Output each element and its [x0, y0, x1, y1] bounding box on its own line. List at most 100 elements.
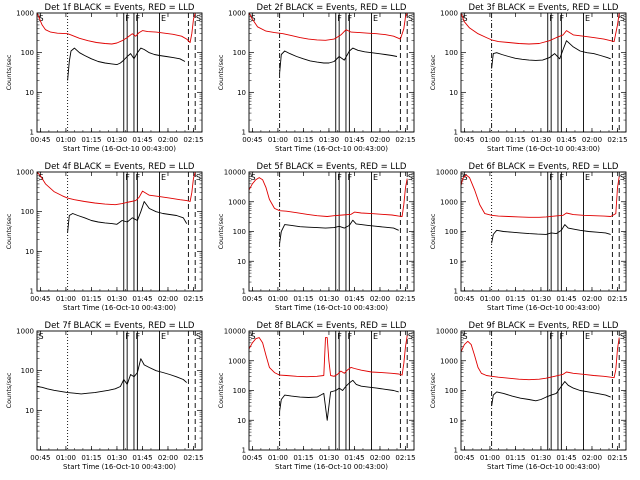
lld-series-line — [461, 174, 620, 218]
end-marker-label: E — [161, 332, 166, 341]
events-series-line — [279, 379, 399, 421]
x-tick-label: 01:30 — [107, 295, 127, 303]
x-tick-label: 01:30 — [107, 454, 127, 462]
x-tick-label: 01:15 — [505, 295, 525, 303]
y-tick-label: 10 — [237, 89, 246, 97]
chart-panel-3: Det 3f BLACK = Events, RED = LLD Counts/s… — [429, 3, 628, 153]
events-series-line — [37, 358, 188, 395]
y-axis-label: Counts/sec — [217, 54, 225, 90]
y-tick-label: 10 — [449, 417, 458, 425]
y-tick-label: 10 — [25, 407, 34, 415]
x-axis-label: Start Time (16-Oct-10 00:43:00) — [63, 304, 176, 312]
y-tick-label: 1000 — [440, 357, 458, 365]
y-tick-label: 100 — [445, 387, 458, 395]
flare-marker-label: F — [135, 14, 140, 23]
x-tick-label: 01:15 — [293, 454, 313, 462]
x-tick-label: 02:15 — [607, 454, 627, 462]
start-marker-label: S — [251, 173, 256, 182]
y-axis-label: Counts/sec — [5, 372, 13, 408]
x-tick-label: 02:15 — [395, 136, 415, 144]
x-tick-label: 00:45 — [454, 454, 474, 462]
y-tick-label: 1000 — [228, 10, 246, 18]
x-tick-label: 01:30 — [531, 136, 551, 144]
chart-panel-4: Det 4f BLACK = Events, RED = LLD Counts/s… — [5, 162, 204, 312]
lld-series-line — [249, 335, 408, 378]
x-tick-label: 02:00 — [582, 136, 602, 144]
y-tick-label: 10000 — [224, 169, 246, 177]
x-axis-label: Start Time (16-Oct-10 00:43:00) — [275, 463, 388, 471]
chart-title: Det 2f BLACK = Events, RED = LLD — [257, 3, 407, 13]
start-marker-label: S — [39, 332, 44, 341]
y-tick-label: 100 — [21, 208, 34, 216]
series-group — [37, 172, 196, 233]
flare-marker-label: F — [347, 332, 352, 341]
second-start-marker-label: S — [196, 332, 201, 341]
x-tick-label: 02:15 — [395, 295, 415, 303]
end-marker-label: E — [585, 332, 590, 341]
x-tick-label: 01:45 — [556, 454, 576, 462]
y-tick-label: 10 — [25, 248, 34, 256]
x-tick-label: 01:30 — [319, 136, 339, 144]
x-tick-label: 00:45 — [30, 454, 50, 462]
series-group — [249, 13, 408, 74]
x-tick-label: 02:00 — [582, 295, 602, 303]
chart-title: Det 1f BLACK = Events, RED = LLD — [45, 3, 195, 13]
flare-marker-label: F — [549, 14, 554, 23]
second-start-marker-label: S — [620, 332, 625, 341]
x-tick-label: 02:00 — [582, 454, 602, 462]
x-tick-label: 01:30 — [531, 454, 551, 462]
x-tick-label: 01:30 — [107, 136, 127, 144]
chart-panel-8: Det 8f BLACK = Events, RED = LLD Counts/s… — [217, 321, 416, 471]
second-start-marker-label: S — [620, 173, 625, 182]
x-tick-label: 01:45 — [132, 136, 152, 144]
chart-panel-2: Det 2f BLACK = Events, RED = LLD Counts/s… — [217, 3, 416, 153]
flare-marker-label: F — [337, 173, 342, 182]
x-tick-label: 02:15 — [183, 136, 203, 144]
x-tick-label: 01:45 — [132, 454, 152, 462]
x-tick-label: 01:15 — [505, 454, 525, 462]
x-tick-label: 00:45 — [242, 136, 262, 144]
x-tick-label: 01:30 — [319, 295, 339, 303]
flare-marker-label: F — [135, 332, 140, 341]
flare-marker-label: F — [125, 14, 130, 23]
series-group — [461, 337, 620, 407]
lld-series-line — [37, 13, 196, 45]
plot-frame — [248, 171, 415, 292]
x-tick-label: 01:15 — [81, 295, 101, 303]
x-axis-label: Start Time (16-Oct-10 00:43:00) — [63, 145, 176, 153]
x-axis-label: Start Time (16-Oct-10 00:43:00) — [63, 463, 176, 471]
x-tick-label: 01:30 — [319, 454, 339, 462]
x-tick-label: 00:45 — [242, 454, 262, 462]
x-tick-label: 01:15 — [293, 295, 313, 303]
end-marker-label: E — [373, 173, 378, 182]
chart-panel-1: Det 1f BLACK = Events, RED = LLD Counts/s… — [5, 3, 204, 153]
y-axis-label: Counts/sec — [217, 372, 225, 408]
start-marker-label: S — [463, 332, 468, 341]
chart-panel-7: Det 7f BLACK = Events, RED = LLD Counts/s… — [5, 321, 204, 471]
flare-marker-label: F — [347, 14, 352, 23]
x-tick-label: 00:45 — [454, 136, 474, 144]
y-tick-label: 10 — [449, 89, 458, 97]
y-tick-label: 1 — [242, 129, 246, 137]
second-start-marker-label: S — [408, 173, 413, 182]
x-tick-label: 01:00 — [480, 295, 500, 303]
second-start-marker-label: S — [620, 14, 625, 23]
x-tick-label: 01:15 — [81, 136, 101, 144]
x-tick-label: 01:45 — [132, 295, 152, 303]
events-series-line — [491, 381, 611, 407]
x-tick-label: 01:00 — [56, 136, 76, 144]
events-series-line — [67, 201, 188, 233]
y-axis-label: Counts/sec — [5, 54, 13, 90]
plot-frame — [36, 12, 203, 133]
x-tick-label: 01:15 — [505, 136, 525, 144]
y-tick-label: 1 — [454, 447, 458, 455]
x-tick-label: 02:15 — [183, 454, 203, 462]
y-tick-label: 100 — [21, 367, 34, 375]
x-tick-label: 02:00 — [370, 295, 390, 303]
flare-marker-label: F — [125, 173, 130, 182]
x-tick-label: 01:00 — [268, 454, 288, 462]
y-tick-label: 1000 — [440, 10, 458, 18]
plot-frame — [36, 330, 203, 451]
y-tick-label: 10 — [237, 417, 246, 425]
start-marker-label: S — [251, 332, 256, 341]
